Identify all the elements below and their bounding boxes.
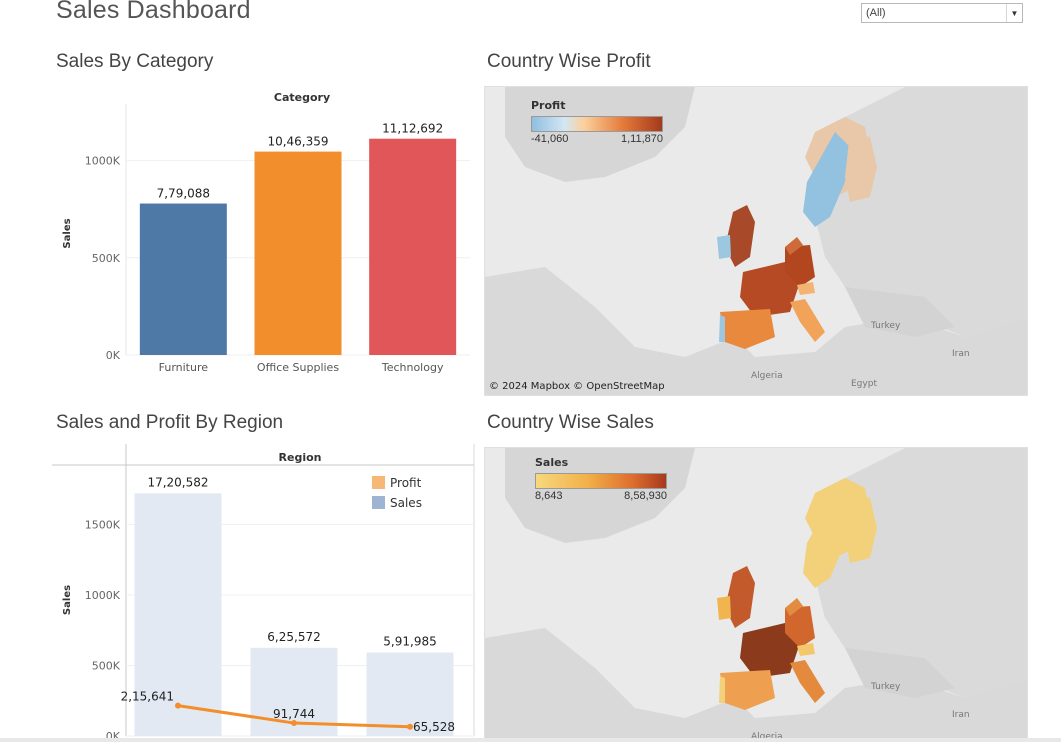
sales-map-panel-title: Country Wise Sales [487,412,654,433]
turkey-land [845,287,955,337]
italy-region [790,299,825,342]
bar-value-label: 10,46,359 [267,135,328,149]
profit-legend-min: -41,060 [531,133,569,145]
profit-legend-gradient [531,116,663,132]
dashboard-title: Sales Dashboard [56,0,251,24]
x-tick-label: Office Supplies [257,361,339,374]
africa-land [485,267,1027,395]
profit-point[interactable] [407,723,413,730]
france-region [740,262,800,317]
spain-region [720,309,775,349]
profit-value-label: 65,528 [413,720,455,734]
austria-region [797,643,815,656]
portugal-region [719,315,725,342]
y-tick-label: 500K [92,659,121,672]
map-label-iran: Iran [952,349,970,359]
y-tick-label: 1500K [85,518,121,531]
y-tick-label: 1000K [85,589,121,602]
category-panel-title: Sales By Category [56,51,214,72]
sales-legend-gradient [535,473,667,489]
bar-office-supplies[interactable] [254,151,342,355]
y-tick-label: 0K [106,730,121,740]
profit-legend-max: 1,11,870 [620,133,663,145]
ireland-region [717,596,731,620]
y-tick-label: 0K [106,349,121,362]
map-label-turkey: Turkey [871,321,901,331]
x-tick-label: Technology [381,361,444,374]
y-axis-label: Sales [62,585,73,615]
sales-profit-by-region-chart[interactable]: Region 0K 500K 1000K 1500K Sales 17,20,582 6,25… [50,444,480,740]
ireland-region [717,235,731,259]
profit-legend-title: Profit [531,99,566,112]
sales-map-svg [485,448,1027,741]
sales-legend: Sales 8,643 8,58,930 [535,456,667,502]
sales-bar[interactable] [134,493,222,736]
category-header: Category [274,91,330,104]
france-region [740,623,800,678]
map-label-algeria: Algeria [751,732,783,742]
netherlands-region [785,237,803,255]
country-sales-map[interactable]: Sales 8,643 8,58,930 Turkey Iran Algeria [484,447,1028,742]
legend-sales-swatch [372,496,385,509]
region-panel-title: Sales and Profit By Region [56,412,284,433]
uk-region [725,566,755,628]
horizontal-scrollbar[interactable] [0,738,1061,742]
uk-region [725,205,755,267]
germany-region [785,245,815,287]
portugal-region [719,676,725,703]
bar-technology[interactable] [369,138,457,355]
greenland-land [505,87,695,182]
sales-profit-by-region-svg: Region 0K 500K 1000K 1500K Sales 17,20,582 6,25… [52,444,475,740]
sales-legend-max: 8,58,930 [624,490,667,502]
country-profit-map[interactable]: Profit -41,060 1,11,870 Turkey Iran Alge… [484,86,1028,396]
sales-bar[interactable] [366,652,454,736]
sales-value-label: 5,91,985 [383,634,436,648]
spain-region [720,670,775,710]
x-tick-label: Furniture [159,361,209,374]
legend-profit-label: Profit [390,476,422,490]
map-label-iran: Iran [952,710,970,720]
region-header: Region [279,451,322,464]
finland-region [845,132,877,202]
finland-region [845,493,877,563]
profit-point[interactable] [291,720,297,727]
sales-legend-title: Sales [535,456,569,469]
filter-selected-value: (All) [866,7,886,19]
map-attribution[interactable]: © 2024 Mapbox © OpenStreetMap [489,381,665,392]
turkey-land [845,648,955,698]
region-filter-dropdown[interactable]: (All) ▼ [861,3,1023,23]
y-tick-label: 1000K [85,155,121,168]
sweden-region [803,132,850,227]
profit-value-label: 2,15,641 [121,690,174,704]
profit-point[interactable] [175,702,181,709]
netherlands-region [785,598,803,616]
map-label-algeria: Algeria [751,371,783,381]
legend-profit-swatch [372,476,385,489]
austria-region [797,282,815,295]
sales-by-category-chart[interactable]: Category 0K 500K 1000K Sales 7,79,088 Furnitur… [50,82,480,382]
sales-value-label: 6,25,572 [267,630,320,644]
bar-furniture[interactable] [139,203,227,355]
sales-value-label: 17,20,582 [147,475,208,489]
bar-value-label: 11,12,692 [382,122,443,136]
greenland-land [505,448,695,543]
legend-sales-label: Sales [390,496,422,510]
profit-legend: Profit -41,060 1,11,870 [531,99,663,145]
profit-map-svg [485,87,1027,395]
sales-legend-min: 8,643 [535,490,563,502]
germany-region [785,606,815,648]
africa-land [485,628,1027,741]
map-label-egypt: Egypt [851,379,877,389]
italy-region [790,660,825,703]
y-axis-label: Sales [62,218,73,248]
sales-by-category-svg: Category 0K 500K 1000K Sales 7,79,088 Furnitur… [62,91,470,374]
profit-map-panel-title: Country Wise Profit [487,51,651,72]
bar-value-label: 7,79,088 [157,187,210,201]
y-tick-label: 500K [92,252,121,265]
chevron-down-icon[interactable]: ▼ [1006,4,1022,22]
map-label-turkey: Turkey [871,682,901,692]
sweden-region [803,493,850,588]
profit-value-label: 91,744 [273,707,315,721]
